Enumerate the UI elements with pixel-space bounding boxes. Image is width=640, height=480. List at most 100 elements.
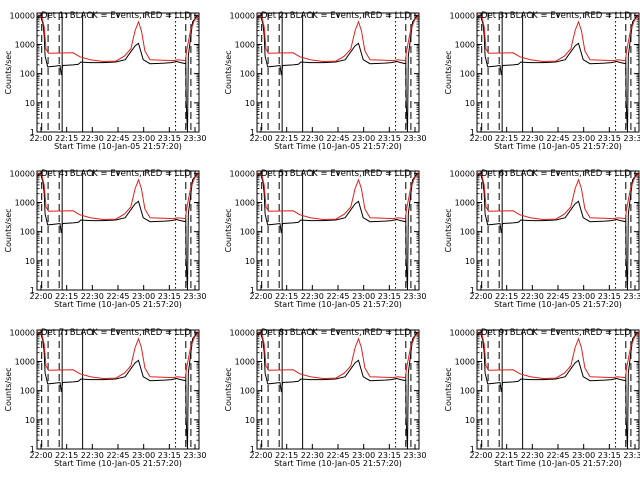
x-tick-label: 23:30 xyxy=(623,451,640,460)
y-tick-label: 1000 xyxy=(235,40,255,49)
x-tick-label: 22:00 xyxy=(469,134,492,143)
lld-rate-line xyxy=(37,14,199,63)
y-tick-label: 10000 xyxy=(10,11,35,20)
lld-rate-line xyxy=(477,172,639,221)
x-tick-label: 22:30 xyxy=(521,292,544,301)
y-tick-label: 10 xyxy=(465,257,475,266)
y-tick-label: 10000 xyxy=(10,169,35,178)
x-tick-label: 22:45 xyxy=(106,292,129,301)
x-tick-label: 22:45 xyxy=(546,134,569,143)
y-tick-label: 1000 xyxy=(455,40,475,49)
lld-rate-line xyxy=(257,14,419,63)
events-rate-line xyxy=(37,331,199,449)
x-tick-label: 22:15 xyxy=(55,134,78,143)
y-tick-label: 100 xyxy=(240,70,255,79)
y-tick-label: 10 xyxy=(245,416,255,425)
x-tick-label: 22:15 xyxy=(495,292,518,301)
y-axis-label: Counts/sec xyxy=(224,367,233,411)
x-tick-label: 22:00 xyxy=(29,292,52,301)
lld-rate-line xyxy=(477,14,639,63)
lld-rate-line xyxy=(477,331,639,380)
detector-panel: 1 10 100 1000 10000 22:00 22:15 22:30 22:45 23:00… xyxy=(444,328,640,468)
detector-panel: 1 10 100 1000 10000 22:00 22:15 22:30 22:45 23:00… xyxy=(444,11,640,151)
x-tick-label: 22:45 xyxy=(326,292,349,301)
x-tick-label: 23:30 xyxy=(403,292,426,301)
y-axis-label: Counts/sec xyxy=(224,208,233,252)
x-tick-label: 22:00 xyxy=(469,451,492,460)
x-tick-label: 22:45 xyxy=(546,451,569,460)
events-rate-line xyxy=(37,172,199,290)
y-tick-label: 10000 xyxy=(230,328,255,337)
y-tick-label: 10 xyxy=(25,257,35,266)
panel-title: Det 7: BLACK = Events, RED = LLD xyxy=(41,328,191,338)
lld-rate-line xyxy=(257,172,419,221)
y-tick-label: 100 xyxy=(20,387,35,396)
y-tick-label: 1 xyxy=(30,286,35,295)
y-tick-label: 10000 xyxy=(10,328,35,337)
x-tick-label: 23:15 xyxy=(598,451,621,460)
y-axis-label: Counts/sec xyxy=(444,367,453,411)
panel-title: Det 4: BLACK = Events, RED = LLD xyxy=(41,169,191,179)
x-tick-label: 23:00 xyxy=(352,451,375,460)
detector-panel: 1 10 100 1000 10000 22:00 22:15 22:30 22:45 23:00… xyxy=(224,11,427,151)
y-tick-label: 100 xyxy=(460,228,475,237)
x-axis-label: Start Time (10-Jan-05 21:57:20) xyxy=(274,459,402,468)
y-tick-label: 100 xyxy=(240,228,255,237)
x-tick-label: 23:00 xyxy=(572,134,595,143)
y-tick-label: 10 xyxy=(25,416,35,425)
x-axis-label: Start Time (10-Jan-05 21:57:20) xyxy=(274,300,402,309)
y-tick-label: 10 xyxy=(245,99,255,108)
y-tick-label: 100 xyxy=(20,70,35,79)
x-tick-label: 22:15 xyxy=(275,451,298,460)
y-tick-label: 1 xyxy=(30,128,35,137)
panel-title: Det 6: BLACK = Events, RED = LLD xyxy=(481,169,631,179)
x-tick-label: 22:15 xyxy=(55,292,78,301)
events-rate-line xyxy=(477,331,639,449)
x-tick-label: 23:30 xyxy=(623,134,640,143)
x-tick-label: 23:30 xyxy=(183,134,206,143)
y-tick-label: 1 xyxy=(470,286,475,295)
panel-title: Det 8: BLACK = Events, RED = LLD xyxy=(261,328,411,338)
y-axis-label: Counts/sec xyxy=(4,208,13,252)
y-tick-label: 100 xyxy=(240,387,255,396)
x-tick-label: 22:15 xyxy=(275,134,298,143)
y-tick-label: 1000 xyxy=(455,198,475,207)
x-axis-label: Start Time (10-Jan-05 21:57:20) xyxy=(54,459,182,468)
x-tick-label: 23:30 xyxy=(403,451,426,460)
y-tick-label: 100 xyxy=(460,387,475,396)
y-tick-label: 1 xyxy=(30,445,35,454)
y-tick-label: 10 xyxy=(465,99,475,108)
y-tick-label: 1000 xyxy=(235,357,255,366)
y-tick-label: 1 xyxy=(470,128,475,137)
x-tick-label: 23:30 xyxy=(183,292,206,301)
y-tick-label: 100 xyxy=(20,228,35,237)
lld-rate-line xyxy=(37,331,199,380)
events-rate-line xyxy=(257,331,419,449)
x-tick-label: 22:30 xyxy=(521,451,544,460)
x-tick-label: 23:15 xyxy=(378,451,401,460)
y-tick-label: 10000 xyxy=(450,11,475,20)
y-tick-label: 1000 xyxy=(15,357,35,366)
x-tick-label: 22:15 xyxy=(495,134,518,143)
x-axis-label: Start Time (10-Jan-05 21:57:20) xyxy=(54,142,182,151)
y-tick-label: 10000 xyxy=(450,169,475,178)
x-tick-label: 23:00 xyxy=(132,451,155,460)
x-tick-label: 22:15 xyxy=(495,451,518,460)
x-tick-label: 22:45 xyxy=(326,134,349,143)
events-rate-line xyxy=(37,14,199,132)
x-tick-label: 23:15 xyxy=(158,451,181,460)
y-tick-label: 10000 xyxy=(230,11,255,20)
x-tick-label: 22:45 xyxy=(106,451,129,460)
x-tick-label: 22:15 xyxy=(55,451,78,460)
events-rate-line xyxy=(257,172,419,290)
x-tick-label: 22:30 xyxy=(301,292,324,301)
y-tick-label: 1 xyxy=(250,286,255,295)
x-axis-label: Start Time (10-Jan-05 21:57:20) xyxy=(494,459,622,468)
panel-title: Det 1: BLACK = Events, RED = LLD xyxy=(41,11,191,21)
y-axis-label: Counts/sec xyxy=(4,367,13,411)
y-tick-label: 1000 xyxy=(15,198,35,207)
x-tick-label: 23:30 xyxy=(183,451,206,460)
x-tick-label: 22:00 xyxy=(249,134,272,143)
detector-panel: 1 10 100 1000 10000 22:00 22:15 22:30 22:45 23:00… xyxy=(4,11,207,151)
